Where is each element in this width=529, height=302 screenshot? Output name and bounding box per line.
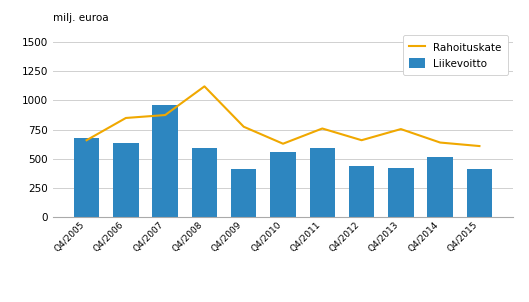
Legend: Rahoituskate, Liikevoitto: Rahoituskate, Liikevoitto (403, 35, 508, 75)
Bar (427, 157, 453, 217)
Bar (467, 169, 492, 217)
Text: milj. euroa: milj. euroa (53, 13, 108, 23)
Line: Rahoituskate: Rahoituskate (87, 86, 479, 146)
Rahoituskate (319, 127, 325, 130)
Bar (270, 153, 296, 217)
Bar (349, 166, 375, 217)
Bar (388, 168, 414, 217)
Rahoituskate (241, 125, 247, 129)
Rahoituskate (84, 138, 90, 142)
Bar (113, 143, 139, 217)
Bar (231, 169, 257, 217)
Rahoituskate (476, 144, 482, 148)
Rahoituskate (437, 141, 443, 144)
Bar (309, 148, 335, 217)
Bar (74, 138, 99, 217)
Rahoituskate (201, 85, 207, 88)
Bar (191, 148, 217, 217)
Rahoituskate (398, 127, 404, 131)
Rahoituskate (359, 138, 365, 142)
Bar (152, 105, 178, 217)
Rahoituskate (280, 142, 286, 146)
Rahoituskate (162, 113, 168, 117)
Rahoituskate (123, 116, 129, 120)
